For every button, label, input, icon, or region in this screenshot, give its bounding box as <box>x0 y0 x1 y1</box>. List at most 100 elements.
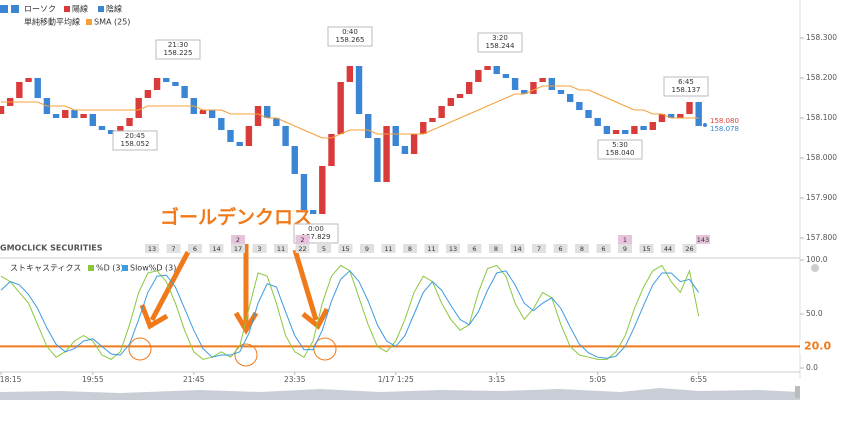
candle <box>117 126 124 134</box>
candle <box>521 90 528 94</box>
stoch-line <box>0 270 700 359</box>
candle <box>658 114 666 122</box>
close-icon[interactable] <box>811 264 819 272</box>
candle <box>208 110 216 118</box>
event-box <box>317 244 331 253</box>
event-box <box>532 244 546 253</box>
annotation-time: 5:30 <box>612 141 628 149</box>
annotation-box <box>477 32 523 53</box>
event-box <box>661 244 675 253</box>
icon <box>0 5 8 13</box>
legend-label: 陽線 <box>72 4 88 14</box>
candle <box>401 146 409 154</box>
event-box <box>596 244 611 253</box>
candle <box>107 130 115 134</box>
event-count: 13 <box>449 245 457 253</box>
event-box <box>467 244 482 253</box>
candle <box>456 94 464 98</box>
event-count: 15 <box>341 245 349 253</box>
event-box <box>252 244 267 253</box>
legend-title: ローソク <box>24 5 56 14</box>
legend-title: 単純移動平均線 <box>24 17 80 27</box>
legend-swatch <box>86 19 92 25</box>
annotation-box <box>112 130 158 151</box>
candle <box>181 86 188 98</box>
event-flag: 2 <box>236 236 240 244</box>
x-tick-label: 21:45 <box>183 375 205 384</box>
x-tick-label: 3:15 <box>488 375 505 384</box>
candle <box>667 114 675 118</box>
candle <box>594 118 601 126</box>
candle <box>365 114 372 138</box>
annotation-price: 158.137 <box>672 86 701 94</box>
candle <box>328 134 335 166</box>
candle <box>346 66 354 82</box>
event-count: 7 <box>171 245 175 253</box>
event-box <box>639 244 654 253</box>
y-tick-label: 158.200 <box>806 73 837 82</box>
candle <box>585 110 592 118</box>
last-price: 158.078 <box>710 125 739 133</box>
candle <box>300 174 308 210</box>
callout: ゴールデンクロス <box>160 206 312 229</box>
candle <box>227 130 234 142</box>
annotation-price: 158.265 <box>336 36 365 44</box>
annotation-time: 20:45 <box>125 132 145 140</box>
icon <box>11 5 19 13</box>
navigator-handle <box>795 386 800 398</box>
event-box <box>166 244 181 253</box>
event-flag-box <box>231 235 245 244</box>
candle <box>530 82 537 94</box>
event-total: 143 <box>697 236 709 244</box>
candle <box>199 110 207 114</box>
event-count: 6 <box>601 245 605 253</box>
candle <box>245 126 253 146</box>
y-tick-label: 157.800 <box>806 233 837 242</box>
candle <box>539 78 546 82</box>
legend-label: Slow%D (3) <box>130 264 176 273</box>
candle <box>309 210 317 214</box>
candle <box>319 166 326 214</box>
candle <box>135 98 142 118</box>
candle <box>493 66 500 74</box>
candle <box>686 102 693 114</box>
event-box <box>510 244 525 253</box>
event-count: 8 <box>580 245 584 253</box>
event-box <box>489 244 503 253</box>
event-count: 44 <box>664 245 672 253</box>
event-count: 6 <box>472 245 476 253</box>
candle <box>355 66 363 114</box>
event-count: 14 <box>212 245 220 253</box>
annotation-time: 3:20 <box>492 34 508 42</box>
candle <box>374 138 381 182</box>
candle <box>71 110 78 118</box>
annotation-box <box>155 39 201 60</box>
legend-swatch <box>88 265 94 271</box>
y-tick-label: 50.0 <box>806 309 823 318</box>
arrows <box>139 244 330 335</box>
event-count: 11 <box>427 245 435 253</box>
candle <box>649 122 656 130</box>
candle <box>254 106 262 126</box>
candle <box>502 74 510 78</box>
event-box <box>682 244 697 253</box>
annotation-time: 21:30 <box>168 41 188 49</box>
candle <box>144 90 152 98</box>
candle <box>410 134 418 154</box>
event-flag: 2 <box>300 236 304 244</box>
x-tick-label: 6:55 <box>690 375 707 384</box>
event-flag-box <box>295 235 310 244</box>
candle <box>465 82 473 94</box>
y-tick-label: 157.900 <box>806 193 837 202</box>
event-count: 6 <box>193 245 197 253</box>
candle <box>236 142 243 146</box>
x-tick-label: 1/17 1:25 <box>378 375 414 384</box>
candle <box>273 118 280 126</box>
last-price: 158.080 <box>710 117 739 125</box>
sma-line <box>1 85 699 139</box>
candle <box>52 114 60 118</box>
candle <box>383 126 390 182</box>
event-count: 22 <box>298 245 306 253</box>
event-total-box <box>696 235 710 244</box>
candle <box>631 126 638 134</box>
